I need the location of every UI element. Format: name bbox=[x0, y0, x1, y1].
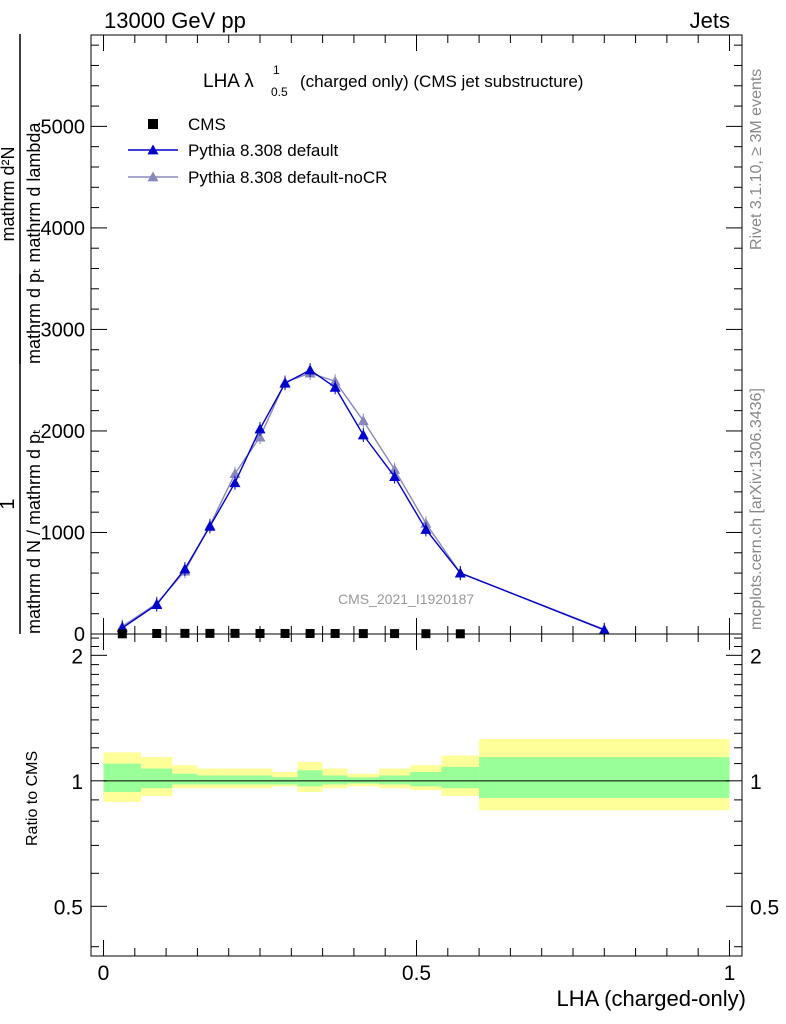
ratio-ylabel: Ratio to CMS bbox=[24, 751, 41, 846]
data-point bbox=[598, 624, 610, 635]
y-tick-label: 4000 bbox=[41, 218, 86, 240]
legend-label: Pythia 8.308 default-noCR bbox=[188, 168, 387, 187]
legend-label: CMS bbox=[188, 115, 226, 134]
main-ylabel: 1 mathrm d N / mathrm d pₜ mathrm d²N ma… bbox=[0, 34, 44, 634]
data-point bbox=[254, 431, 266, 442]
title-rest: (charged only) (CMS jet substructure) bbox=[300, 72, 583, 91]
x-axis-label: LHA (charged-only) bbox=[556, 986, 746, 1011]
data-point bbox=[357, 429, 369, 440]
ratio-band-green bbox=[222, 775, 248, 785]
data-point bbox=[279, 377, 291, 388]
title-subscript: 0.5 bbox=[271, 85, 288, 99]
ratio-band-green bbox=[479, 757, 730, 798]
y-tick-label: 1000 bbox=[41, 522, 86, 544]
title-superscript: 1 bbox=[273, 63, 280, 77]
ylabel-prefix-den: mathrm d N / mathrm d pₜ bbox=[24, 429, 44, 634]
ratio-band-green bbox=[247, 775, 273, 785]
legend-label: Pythia 8.308 default bbox=[188, 141, 339, 160]
ratio-band-green bbox=[197, 775, 223, 785]
data-point bbox=[230, 628, 240, 638]
ratio-y-tick-label-right: 0.5 bbox=[750, 896, 779, 919]
ratio-bands bbox=[103, 738, 730, 811]
ratio-band-green bbox=[322, 775, 348, 785]
data-point bbox=[330, 628, 340, 638]
ratio-panel: 0.5 0.5 1 1 2 2 0 0.5 1 Ratio to CMS LHA (charge… bbox=[24, 633, 779, 1011]
title-main: LHA λ bbox=[203, 71, 254, 92]
ratio-axis-ticks: 0.5 0.5 1 1 2 2 0 0.5 1 bbox=[54, 634, 779, 985]
ratio-band-green bbox=[410, 771, 442, 787]
category-label: Jets bbox=[689, 8, 730, 33]
ratio-band-green bbox=[441, 766, 480, 789]
plot-title: LHA λ 1 0.5 (charged only) (CMS jet subs… bbox=[203, 63, 583, 99]
ratio-y-tick-label-right: 1 bbox=[750, 771, 762, 794]
data-point bbox=[152, 628, 162, 638]
y-tick-label: 3000 bbox=[41, 319, 86, 341]
y-tick-label: 5000 bbox=[41, 116, 86, 138]
data-point bbox=[389, 464, 401, 474]
x-tick-label: 0.5 bbox=[402, 962, 431, 985]
y-tick-label: 2000 bbox=[41, 421, 86, 443]
ratio-y-tick-label: 0.5 bbox=[54, 896, 83, 919]
legend-marker bbox=[147, 171, 159, 182]
ratio-band-green bbox=[378, 775, 411, 785]
data-point bbox=[179, 563, 191, 574]
data-point bbox=[255, 628, 265, 638]
data-point bbox=[205, 628, 215, 638]
data-point bbox=[305, 628, 315, 638]
data-point bbox=[151, 599, 163, 609]
data-point bbox=[280, 628, 290, 638]
x-tick-label: 0 bbox=[98, 962, 110, 985]
data-point bbox=[454, 567, 466, 578]
ratio-y-tick-label: 1 bbox=[71, 771, 83, 794]
legend-marker bbox=[148, 119, 158, 129]
ratio-band-green bbox=[103, 763, 142, 793]
legend-marker bbox=[147, 144, 159, 155]
process-label: 13000 GeV pp bbox=[104, 8, 246, 33]
data-point bbox=[254, 423, 266, 434]
legend: CMS Pythia 8.308 default Pythia 8.308 defa… bbox=[128, 115, 387, 187]
data-point bbox=[420, 523, 432, 534]
ratio-y-tick-label: 2 bbox=[71, 645, 83, 668]
data-point bbox=[180, 628, 190, 638]
series-line bbox=[121, 369, 605, 631]
ratio-band-green bbox=[172, 773, 198, 785]
data-point bbox=[204, 520, 216, 531]
main-axis-ticks: 0 1000 2000 3000 4000 5000 bbox=[41, 35, 742, 646]
data-point bbox=[329, 381, 341, 392]
ylabel-denominator: mathrm d pₜ mathrm d lambda bbox=[24, 122, 44, 364]
x-tick-label: 1 bbox=[724, 962, 736, 985]
ylabel-prefix-num: 1 bbox=[0, 498, 19, 509]
plot-watermark: CMS_2021_I1920187 bbox=[338, 591, 474, 607]
series-line bbox=[121, 372, 605, 631]
svg-text:LHA λ: LHA λ bbox=[203, 71, 254, 92]
data-point bbox=[357, 415, 369, 426]
y-tick-label: 0 bbox=[74, 624, 85, 646]
ylabel-numerator: mathrm d²N bbox=[0, 146, 18, 241]
ratio-band-green bbox=[141, 768, 173, 789]
data-point bbox=[304, 364, 316, 375]
data-point bbox=[389, 471, 401, 482]
data-point bbox=[229, 477, 241, 488]
ratio-band-green bbox=[297, 770, 323, 787]
ratio-y-tick-label-right: 2 bbox=[750, 645, 762, 668]
